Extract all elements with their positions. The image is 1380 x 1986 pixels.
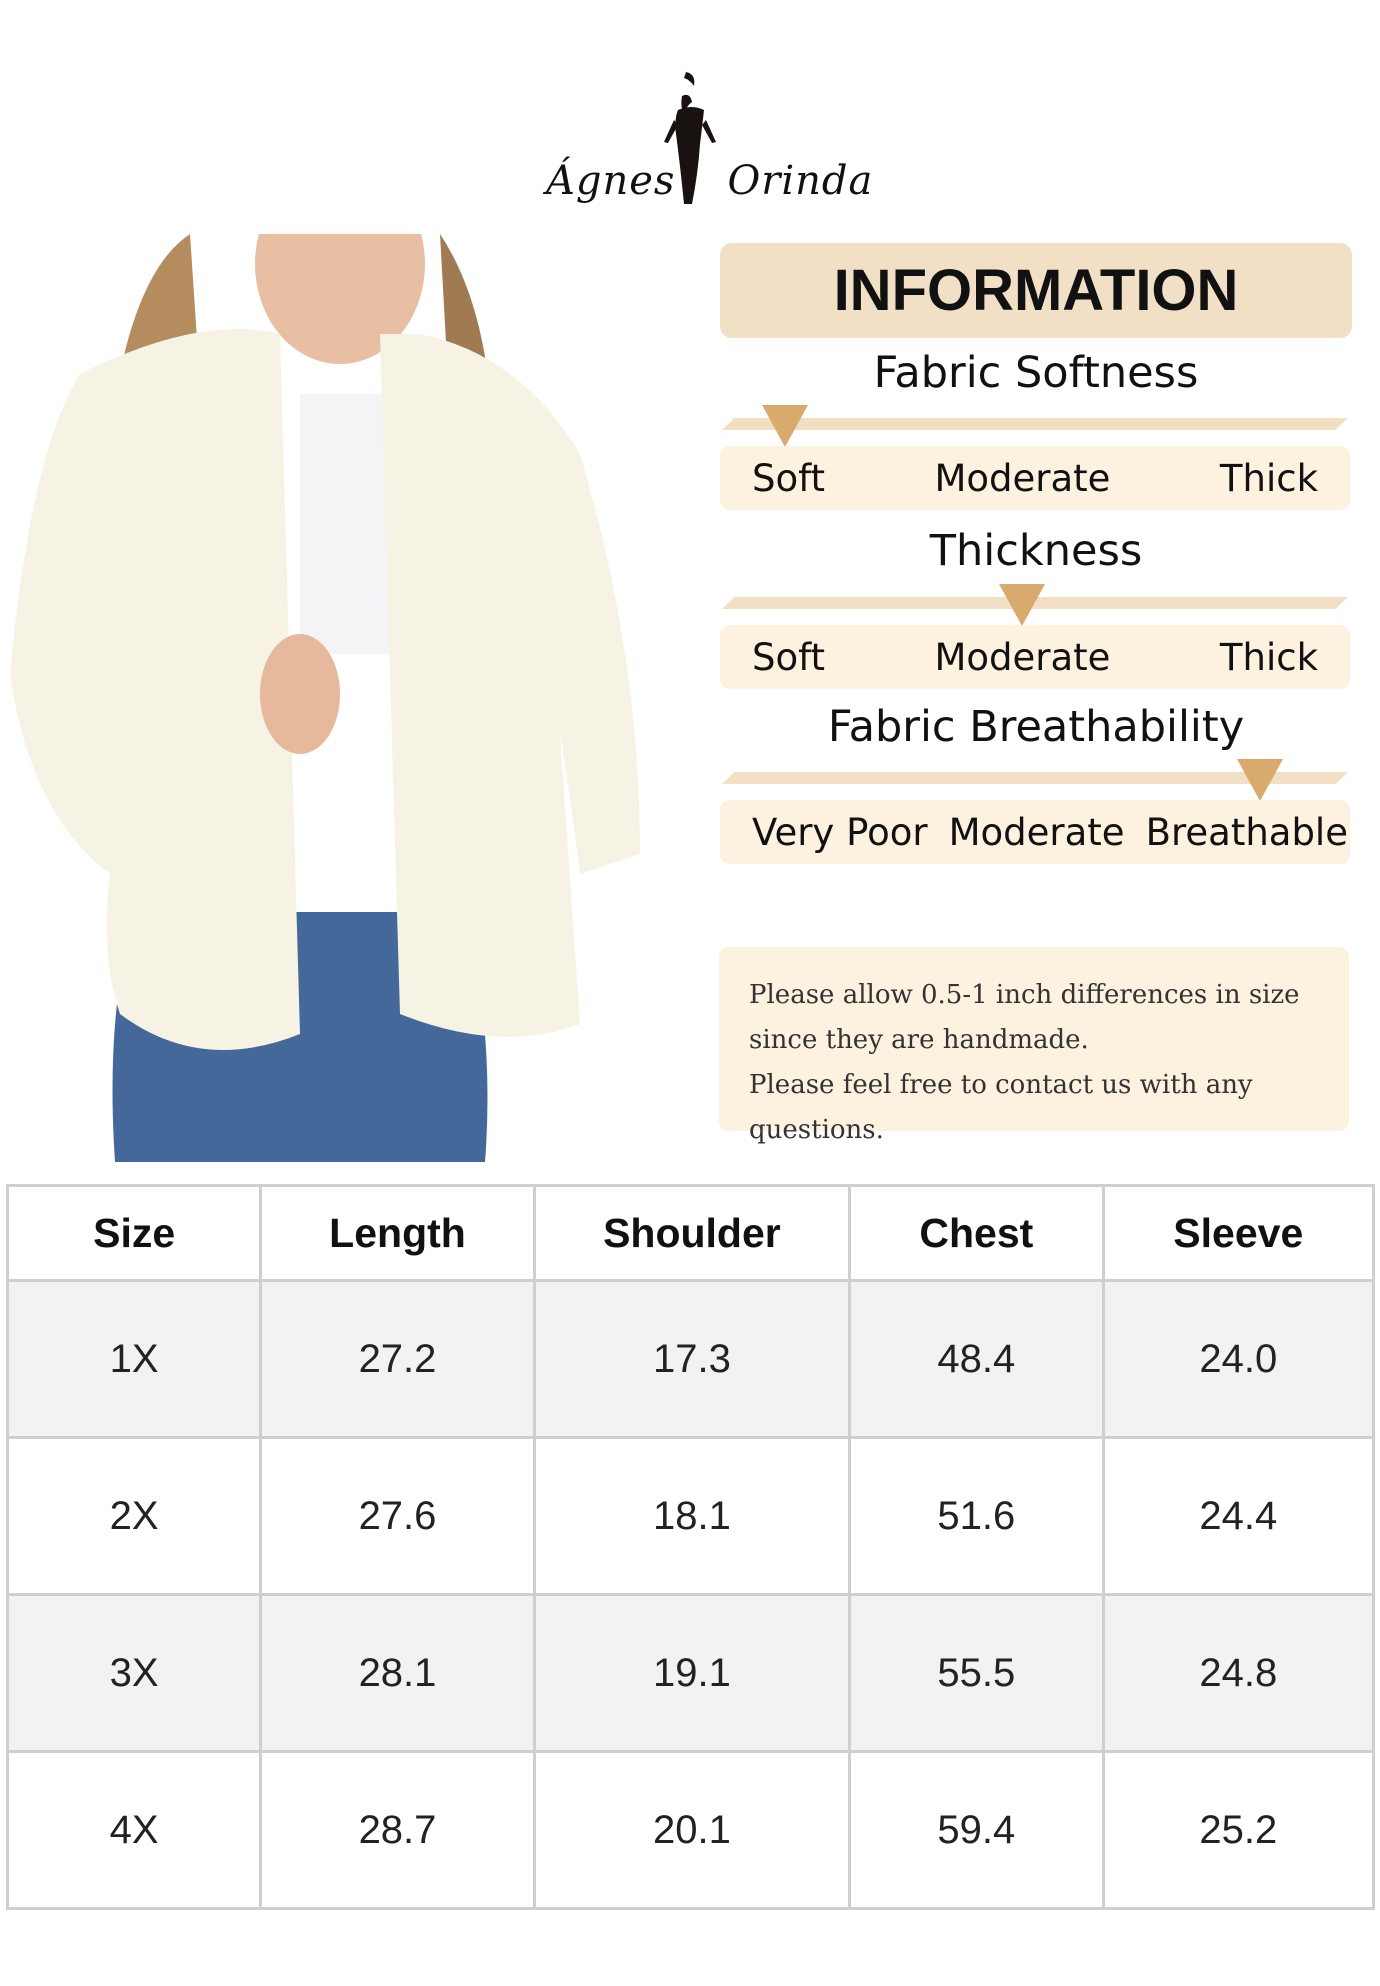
- header-shoulder: Shoulder: [532, 1184, 852, 1282]
- cell-length: 27.6: [259, 1436, 536, 1596]
- scale-label-high: Thick: [1219, 635, 1318, 679]
- scale-label-mid: Moderate: [934, 635, 1111, 679]
- scale-label-high: Breathable: [1145, 810, 1348, 854]
- note-line: Please allow 0.5-1 inch differences in s…: [749, 980, 1300, 1010]
- scale-label-mid: Moderate: [934, 456, 1111, 500]
- fabric-softness-bar: [722, 418, 1348, 430]
- scale-label-low: Soft: [752, 456, 826, 500]
- table-row: 2X 27.6 18.1 51.6 24.4: [5, 1436, 1376, 1596]
- cell-shoulder: 19.1: [532, 1593, 852, 1753]
- logo-wordmark: Ágnes Orinda: [546, 158, 874, 204]
- header-size: Size: [5, 1184, 263, 1282]
- cell-size: 3X: [5, 1593, 263, 1753]
- note-line: Please feel free to contact us with any …: [749, 1070, 1253, 1145]
- header-chest: Chest: [848, 1184, 1105, 1282]
- cell-chest: 59.4: [848, 1750, 1105, 1910]
- cell-size: 4X: [5, 1750, 263, 1910]
- cell-chest: 55.5: [848, 1593, 1105, 1753]
- scale-label-high: Thick: [1219, 456, 1318, 500]
- cell-length: 28.7: [259, 1750, 536, 1910]
- fabric-breathability-marker-icon: [1237, 759, 1284, 801]
- brand-logo: Ágnes Orinda: [520, 70, 874, 220]
- product-photo: [0, 234, 696, 1162]
- cell-length: 28.1: [259, 1593, 536, 1753]
- cell-shoulder: 18.1: [532, 1436, 852, 1596]
- fabric-breathability-title: Fabric Breathability: [827, 702, 1245, 752]
- thickness-marker-icon: [999, 584, 1046, 626]
- fabric-breathability-bar: [722, 772, 1348, 784]
- cell-sleeve: 24.0: [1101, 1279, 1376, 1439]
- cell-chest: 48.4: [848, 1279, 1105, 1439]
- cell-size: 2X: [5, 1436, 263, 1596]
- information-heading: INFORMATION: [720, 243, 1352, 338]
- cell-chest: 51.6: [848, 1436, 1105, 1596]
- fabric-breathability-labels: Very Poor Moderate Breathable: [720, 800, 1350, 864]
- scale-label-low: Soft: [752, 635, 826, 679]
- cell-length: 27.2: [259, 1279, 536, 1439]
- cell-shoulder: 17.3: [532, 1279, 852, 1439]
- cell-sleeve: 24.4: [1101, 1436, 1376, 1596]
- header-sleeve: Sleeve: [1101, 1184, 1376, 1282]
- table-row: 3X 28.1 19.1 55.5 24.8: [5, 1593, 1376, 1753]
- size-note: Please allow 0.5-1 inch differences in s…: [719, 947, 1349, 1145]
- cell-sleeve: 24.8: [1101, 1593, 1376, 1753]
- header-length: Length: [259, 1184, 536, 1282]
- thickness-labels: Soft Moderate Thick: [720, 625, 1350, 689]
- thickness-title: Thickness: [929, 526, 1143, 576]
- table-header-row: Size Length Shoulder Chest Sleeve: [5, 1184, 1376, 1282]
- fabric-softness-labels: Soft Moderate Thick: [720, 446, 1350, 510]
- fabric-softness-marker-icon: [761, 405, 808, 447]
- cell-shoulder: 20.1: [532, 1750, 852, 1910]
- scale-label-mid: Moderate: [948, 810, 1125, 854]
- scale-label-low: Very Poor: [752, 810, 928, 854]
- size-chart-table: Size Length Shoulder Chest Sleeve 1X 27.…: [5, 1184, 1376, 1910]
- table-row: 1X 27.2 17.3 48.4 24.0: [5, 1279, 1376, 1439]
- note-line: since they are handmade.: [749, 1025, 1089, 1055]
- cell-sleeve: 25.2: [1101, 1750, 1376, 1910]
- logo-figure-icon: [664, 72, 716, 204]
- fabric-softness-title: Fabric Softness: [873, 348, 1199, 398]
- table-row: 4X 28.7 20.1 59.4 25.2: [5, 1750, 1376, 1910]
- cell-size: 1X: [5, 1279, 263, 1439]
